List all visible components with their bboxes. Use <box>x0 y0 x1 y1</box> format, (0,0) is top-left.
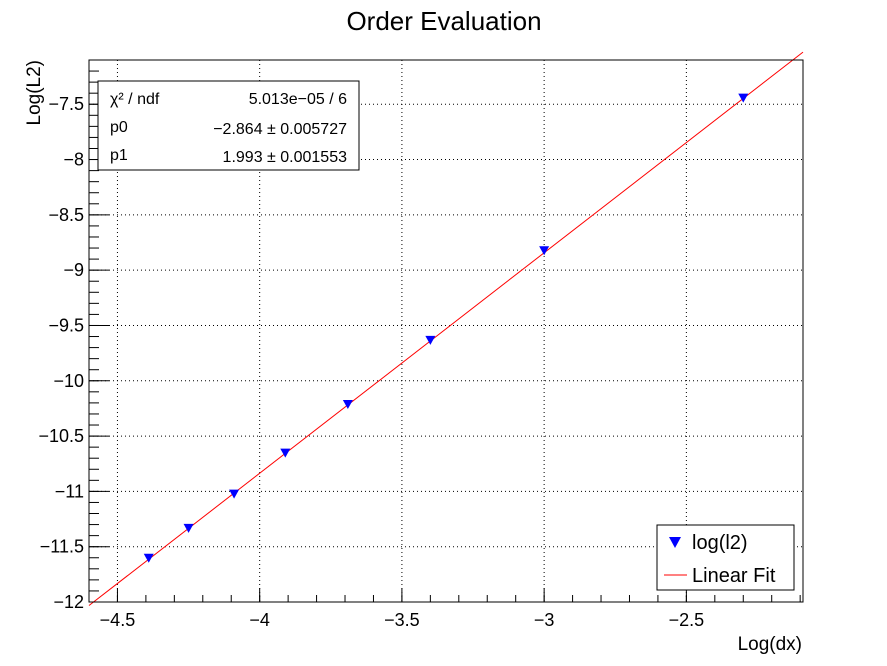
legend-label-points: log(l2) <box>692 532 748 554</box>
y-tick-label: −9.5 <box>48 315 84 335</box>
legend-frame <box>656 524 795 591</box>
y-axis-title: Log(L2) <box>24 60 45 126</box>
y-tick-label: −8.5 <box>48 205 84 225</box>
data-point <box>738 93 749 103</box>
axis-tick-labels: −4.5 −4 −3.5 −3 −2.5 −7.5 −8 −8.5 −9 −9.5 −10 −10.5… <box>38 94 704 630</box>
chart-title: Order Evaluation <box>346 6 541 36</box>
y-tick-label: −11 <box>55 481 84 501</box>
y-tick-label: −10 <box>53 371 84 391</box>
fit-line <box>88 51 804 606</box>
plot-frame <box>88 59 804 603</box>
y-tick-label: −9 <box>63 260 84 280</box>
y-tick-label: −11.5 <box>40 537 84 557</box>
stats-box: χ² / ndf 5.013e−05 / 6 p0 −2.864 ± 0.005… <box>97 80 360 171</box>
data-points-layer <box>143 93 749 563</box>
x-tick-label: −3.5 <box>384 610 420 630</box>
stats-p0-label: p0 <box>110 119 128 136</box>
axis-ticks <box>89 59 801 603</box>
y-tick-label: −7.5 <box>48 94 84 114</box>
stats-p1-value: 1.993 ± 0.001553 <box>223 149 348 166</box>
data-point <box>539 246 550 256</box>
y-tick-label: −10.5 <box>38 426 84 446</box>
y-tick-label: −8 <box>63 150 84 170</box>
legend-marker-triangle-down-icon <box>669 537 681 548</box>
data-point <box>143 553 154 563</box>
legend: log(l2) Linear Fit <box>656 524 795 591</box>
y-tick-label: −12 <box>53 592 84 612</box>
data-point <box>229 489 240 499</box>
stats-p0-value: −2.864 ± 0.005727 <box>213 121 347 138</box>
legend-label-fit: Linear Fit <box>692 565 776 587</box>
x-tick-label: −4 <box>249 610 270 630</box>
stats-chi2-value: 5.013e−05 / 6 <box>249 91 347 108</box>
data-point <box>280 448 291 458</box>
x-axis-title: Log(dx) <box>738 634 802 655</box>
data-point <box>342 400 353 410</box>
stats-chi2-label: χ² / ndf <box>110 91 160 108</box>
x-tick-label: −2.5 <box>669 610 705 630</box>
x-tick-label: −3 <box>534 610 555 630</box>
stats-box-frame <box>97 80 360 171</box>
fit-line-layer <box>88 51 804 606</box>
stats-p1-label: p1 <box>110 147 128 164</box>
data-point <box>425 335 436 345</box>
data-point <box>183 523 194 533</box>
x-tick-label: −4.5 <box>100 610 136 630</box>
